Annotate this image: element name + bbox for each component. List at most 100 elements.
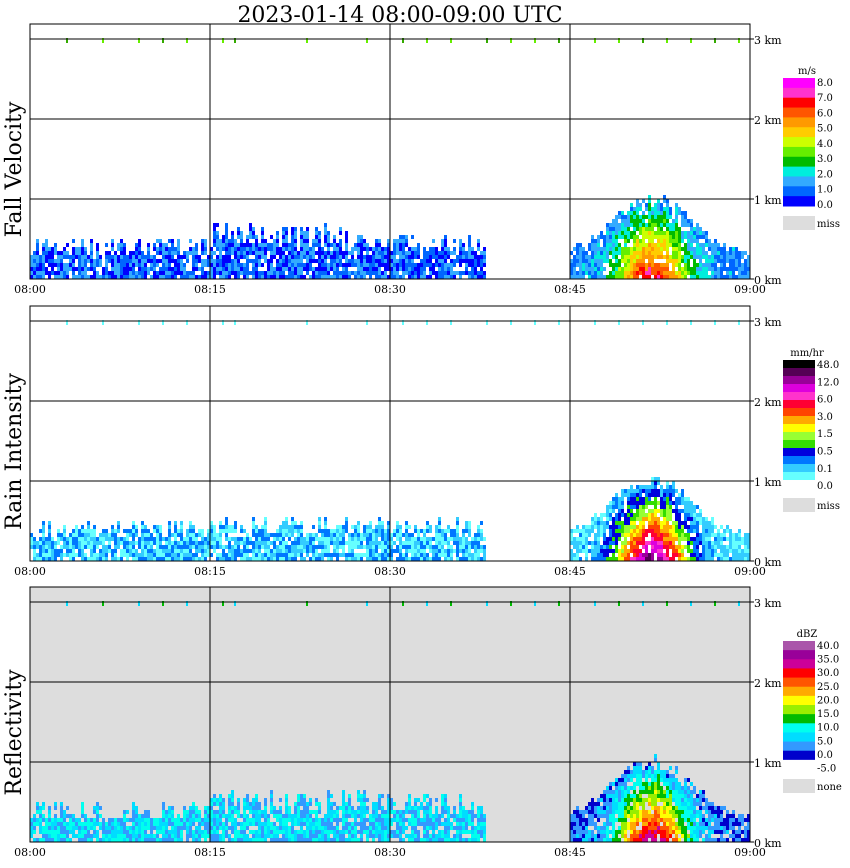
grid-lines [30,24,750,279]
x-tick-label: 08:00 [14,565,46,578]
high-echo [558,601,560,606]
high-echo [234,601,236,606]
high-echo [306,38,308,43]
high-echo [714,320,716,325]
high-echo [594,320,596,325]
colorbar-unit: dBZ [797,629,818,640]
panel-fall-velocity: Fall Velocity 08:00 08:15 08:30 08:45 09:000 … [2,23,840,296]
y-tick-label: 3 km [754,34,782,47]
echo-field [30,195,750,279]
high-echo [162,320,164,325]
high-echo [534,320,536,325]
high-echo [426,38,428,43]
colorbar-label: 48.0 [817,360,839,371]
x-tick-label: 09:00 [734,565,766,578]
colorbar: m/s8.0 7.0 6.0 5.0 4.0 3.0 2.0 1.0 0.0 miss [783,66,840,230]
high-echo [222,601,224,606]
high-echo [486,601,488,606]
colorbar-swatch [783,127,815,138]
colorbar-swatch [783,448,815,457]
high-echo [486,38,488,43]
high-echo [138,320,140,325]
colorbar-label: 5.0 [817,736,833,747]
colorbar-label: 0.0 [817,481,833,492]
colorbar-label: 5.0 [817,124,833,135]
colorbar-label: 3.0 [817,412,833,423]
y-tick-label: 1 km [754,757,782,770]
colorbar-swatch [783,117,815,128]
colorbar-swatch [783,97,815,109]
colorbar-swatch [783,723,815,733]
high-echo [138,38,140,43]
high-echo [594,601,596,606]
high-echo [66,38,68,43]
high-echo [66,601,68,606]
high-echo [138,601,140,606]
high-echo [402,601,404,606]
high-echo [66,320,68,325]
echo-field [30,754,750,842]
y-tick-label: 1 km [754,476,782,489]
colorbar-swatch [783,695,815,706]
high-echo [690,38,692,43]
high-echo [618,38,620,43]
high-echo [102,320,104,325]
plot-frame [29,23,751,280]
high-echo [510,38,512,43]
high-echo [162,38,164,43]
colorbar-swatch [783,641,815,651]
colorbar-label: 40.0 [817,641,839,652]
colorbar-swatch [783,137,815,148]
colorbar-swatch [783,196,815,207]
colorbar-swatch [783,472,815,481]
high-echo [426,601,428,606]
colorbar-swatch [783,464,815,473]
colorbar-label: 25.0 [817,682,839,693]
high-echo [738,38,740,43]
colorbar-swatch [783,156,815,168]
x-tick-label: 08:45 [554,565,586,578]
high-echo [450,38,452,43]
x-tick-label: 08:15 [194,283,226,296]
high-echo [426,320,428,325]
high-echo [366,320,368,325]
high-echo [402,38,404,43]
colorbar-swatch [783,360,815,369]
colorbar-label: -5.0 [817,764,836,775]
colorbar-label: 0.0 [817,200,833,211]
high-echo [222,320,224,325]
high-echo [366,601,368,606]
colorbar-miss-swatch [783,498,815,512]
colorbar-swatch [783,686,815,697]
y-tick-label: 2 km [754,677,782,690]
plot-frame [29,305,751,562]
colorbar-label: 8.0 [817,78,833,89]
y-tick-label: 1 km [754,194,782,207]
high-echo [234,38,236,43]
high-echo [618,601,620,606]
colorbar-swatch [783,376,815,385]
y-tick-label: 2 km [754,396,782,409]
colorbar-swatch [783,107,815,118]
high-echo [666,601,668,606]
high-echo [534,601,536,606]
high-echo [186,320,188,325]
colorbar-swatch [783,440,815,449]
high-echo [510,601,512,606]
colorbar-swatch [783,166,815,177]
colorbar-label: 15.0 [817,709,839,720]
colorbar-miss-label: none [817,782,842,793]
high-echo [714,38,716,43]
colorbar-swatch [783,659,815,669]
x-tick-label: 09:00 [734,283,766,296]
colorbar-swatch [783,87,815,99]
colorbar-label: 6.0 [817,395,833,406]
colorbar-swatch [783,78,815,89]
colorbar-miss-swatch [783,216,815,230]
high-echo [738,320,740,325]
colorbar-label: 0.1 [817,464,833,475]
